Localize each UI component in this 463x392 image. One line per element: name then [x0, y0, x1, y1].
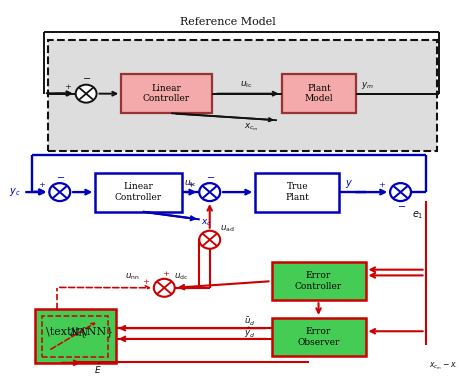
Text: Linear
Controller: Linear Controller [114, 182, 162, 202]
Text: +: + [378, 181, 385, 189]
Text: $x_{c_m}$: $x_{c_m}$ [244, 122, 258, 133]
Text: $y$: $y$ [344, 178, 352, 189]
Text: −: − [397, 203, 405, 212]
Bar [35, 309, 115, 363]
Text: +: + [142, 278, 149, 285]
Text: $u_{\mathrm{dc}}$: $u_{\mathrm{dc}}$ [174, 272, 188, 282]
Text: $\hat{y}_d$: $\hat{y}_d$ [244, 325, 255, 340]
Text: $u_{\mathrm{ad}}$: $u_{\mathrm{ad}}$ [219, 223, 234, 234]
Text: −: − [83, 75, 91, 84]
Circle shape [75, 85, 96, 103]
Text: $x_{c_m}-x_{\cdot}$: $x_{c_m}-x_{\cdot}$ [428, 360, 457, 372]
Text: $u_{\mathrm{nn}}$: $u_{\mathrm{nn}}$ [124, 272, 139, 282]
Bar [271, 262, 365, 300]
Circle shape [199, 231, 219, 249]
Circle shape [389, 183, 410, 201]
Text: Linear
Controller: Linear Controller [143, 84, 190, 103]
Text: Error
Controller: Error Controller [294, 271, 341, 291]
Text: +: + [162, 270, 169, 278]
Text: Reference Model: Reference Model [180, 17, 275, 27]
Text: +: + [187, 181, 194, 189]
Text: $u_{\mathrm{lc}}$: $u_{\mathrm{lc}}$ [240, 80, 252, 90]
Bar [95, 172, 181, 212]
Text: Error
Observer: Error Observer [297, 327, 339, 347]
Bar [281, 74, 356, 113]
Text: $x_c$: $x_c$ [200, 217, 212, 228]
Circle shape [199, 183, 219, 201]
Text: −: − [206, 174, 215, 183]
Text: \textit{NN}: \textit{NN} [45, 327, 113, 337]
Text: True
Plant: True Plant [285, 182, 308, 202]
Text: $\hat{E}$: $\hat{E}$ [94, 362, 101, 376]
Text: $\bar{u}_d$: $\bar{u}_d$ [244, 316, 255, 328]
Text: $e_1$: $e_1$ [411, 210, 423, 221]
Bar [271, 318, 365, 356]
Text: +: + [64, 83, 71, 91]
Text: $u_{\mathrm{lc}}$: $u_{\mathrm{lc}}$ [184, 178, 196, 189]
Text: $y_m$: $y_m$ [361, 80, 374, 91]
Bar [121, 74, 212, 113]
Text: −: − [57, 174, 65, 183]
Bar [255, 172, 338, 212]
Circle shape [154, 279, 175, 297]
Circle shape [49, 183, 70, 201]
Bar [48, 40, 436, 151]
Text: NN: NN [69, 328, 89, 338]
Text: $y_c$: $y_c$ [9, 186, 21, 198]
Text: Plant
Model: Plant Model [304, 84, 332, 103]
Text: +: + [38, 181, 44, 189]
Bar [42, 316, 108, 357]
